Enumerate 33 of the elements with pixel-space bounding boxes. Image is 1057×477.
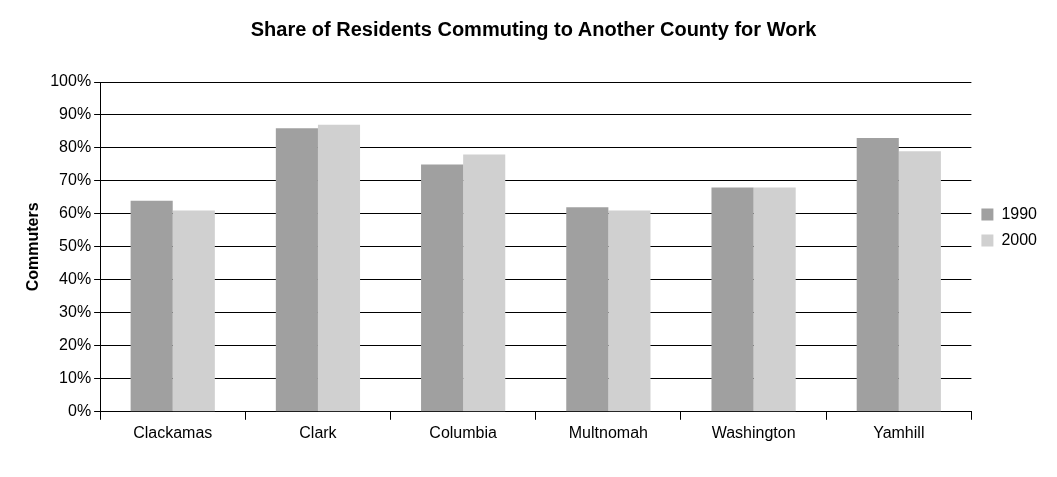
y-tick-label: 90% [59,105,92,123]
x-tick-label: Clackamas [133,423,213,441]
y-tick-label: 20% [59,336,92,354]
y-tick-label: 80% [59,138,92,156]
y-tick-label: 0% [68,402,92,420]
y-tick-label: 50% [59,237,92,255]
bar [421,164,464,412]
bar [317,124,361,412]
bar [130,200,173,412]
x-tick-label: Clark [299,423,338,441]
bar [608,210,651,412]
bar [753,187,796,412]
y-tick-label: 30% [59,303,92,321]
bar [711,187,754,412]
legend-label: 2000 [1001,230,1038,248]
x-tick-label: Columbia [429,423,498,441]
x-tick-label: Multnomah [568,423,648,441]
y-tick-label: 60% [59,204,92,222]
y-tick-label: 100% [50,72,92,90]
bar [898,151,941,412]
x-tick-label: Yamhill [873,423,925,441]
y-tick-label: 40% [59,270,92,288]
bar [463,154,506,412]
y-axis-title: Commuters [24,202,42,292]
bar [172,210,215,412]
x-tick-label: Washington [711,423,796,441]
y-tick-label: 70% [59,171,92,189]
bar [856,138,899,412]
bar [275,128,318,412]
bar [566,207,609,412]
y-tick-label: 10% [59,369,92,387]
chart-title: Share of Residents Commuting to Another County for Work [250,17,818,40]
legend-label: 1990 [1001,204,1038,222]
